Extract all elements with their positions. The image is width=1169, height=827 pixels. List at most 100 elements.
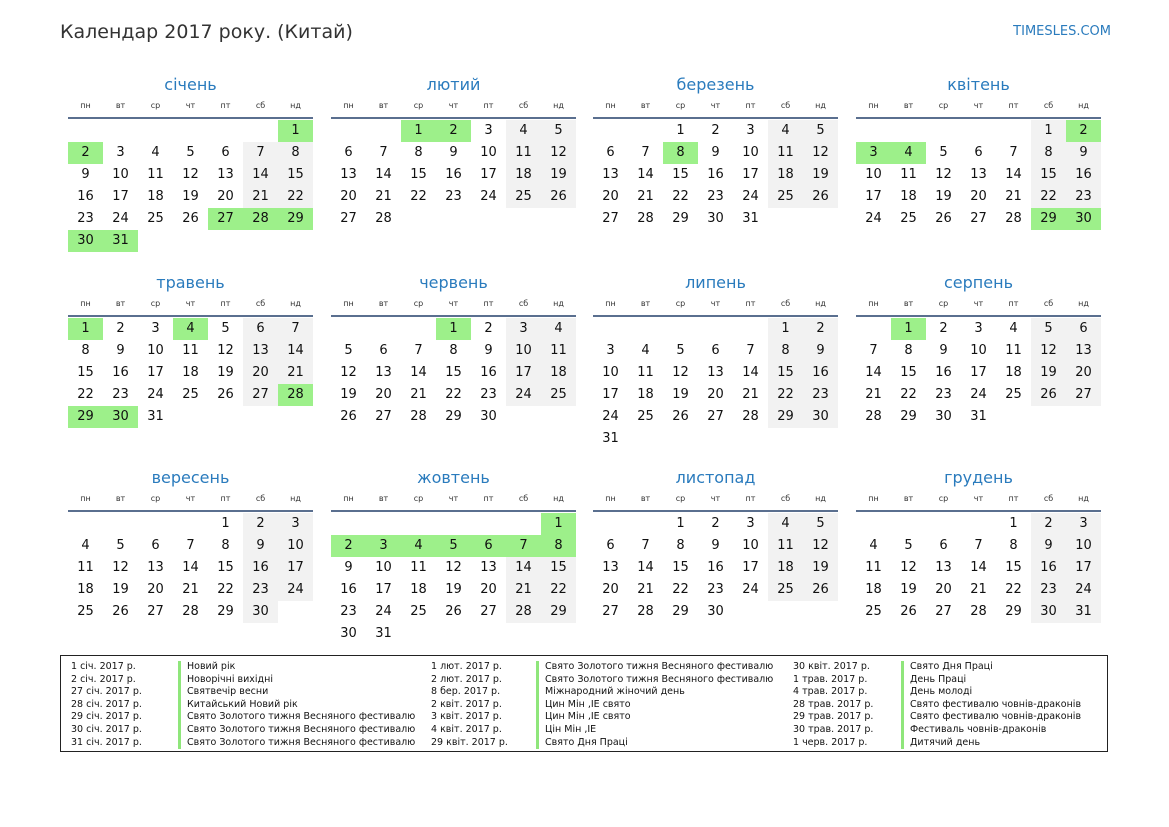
weekend-day: 19	[803, 557, 838, 579]
weekday-label: ср	[150, 101, 161, 110]
day-cell: 24	[865, 211, 882, 226]
day-cell: 28	[375, 211, 392, 226]
empty-cell	[208, 120, 243, 142]
legend-holiday-name: Свято Дня Праці	[536, 736, 628, 750]
weekday-label: сб	[780, 299, 791, 308]
month-12: грудень пн вт ср чт пт сб нд 1 2 3 4 5 6 7 8 9 10 11 12 13 14…	[856, 467, 1101, 623]
month-name: січень	[164, 75, 217, 94]
holiday-day: 7	[506, 535, 541, 557]
empty-cell	[243, 120, 278, 142]
weekend-day: 17	[1066, 557, 1101, 579]
legend-holiday-name: Свято фестивалю човнів-драконів	[901, 698, 1081, 712]
day-cell: 9	[711, 538, 720, 553]
day-cell: 5	[116, 538, 125, 553]
weekday-label: ср	[675, 299, 686, 308]
days-grid: 1 2 3 4 5 6 7 8 9 10 11 12 13 14 15 16 17 18 19 20 21 22 23 24 2…	[331, 120, 576, 230]
day-cell: 14	[637, 560, 654, 575]
empty-cell	[401, 513, 436, 535]
day-cell: 17	[147, 365, 164, 380]
holiday-day: 4	[173, 318, 208, 340]
weekday-header: пн вт ср чт пт сб нд	[593, 99, 838, 113]
day-cell: 14	[970, 560, 987, 575]
month-name: жовтень	[417, 468, 490, 487]
weekend-day: 9	[1066, 142, 1101, 164]
weekday-header: пн вт ср чт пт сб нд	[68, 492, 313, 506]
weekday-header: пн вт ср чт пт сб нд	[593, 492, 838, 506]
brand-link[interactable]: TIMESLES.COM	[1013, 24, 1111, 39]
day-cell: 6	[939, 538, 948, 553]
holiday-day: 31	[103, 230, 138, 252]
day-cell: 19	[672, 387, 689, 402]
weekend-day: 21	[278, 362, 313, 384]
day-cell: 2	[711, 516, 720, 531]
day-cell: 3	[974, 321, 983, 336]
day-cell: 25	[147, 211, 164, 226]
day-cell: 1	[676, 123, 685, 138]
day-cell: 14	[375, 167, 392, 182]
day-cell: 16	[445, 167, 462, 182]
day-cell: 12	[340, 365, 357, 380]
day-cell: 12	[672, 365, 689, 380]
legend-holiday-name: День Праці	[901, 673, 966, 687]
weekday-label: вт	[903, 494, 914, 503]
weekend-day: 27	[243, 384, 278, 406]
weekday-label: пн	[343, 101, 354, 110]
empty-cell	[506, 513, 541, 535]
weekday-label: пт	[483, 299, 494, 308]
day-cell: 4	[641, 343, 650, 358]
weekend-day: 3	[278, 513, 313, 535]
legend-holiday-name: Фестиваль човнів-драконів	[901, 724, 1046, 737]
weekend-day: 18	[541, 362, 576, 384]
holiday-day: 2	[331, 535, 366, 557]
day-cell: 18	[1005, 365, 1022, 380]
day-cell: 10	[602, 365, 619, 380]
legend-date: 1 січ. 2017 р.	[71, 661, 136, 672]
day-cell: 11	[1005, 343, 1022, 358]
day-cell: 26	[672, 409, 689, 424]
weekday-label: нд	[815, 494, 826, 503]
weekend-day: 15	[1031, 164, 1066, 186]
legend-holiday-name: Китайський Новий рік	[178, 698, 298, 712]
weekday-label: чт	[448, 494, 459, 503]
holiday-day: 2	[1066, 120, 1101, 142]
weekday-label: ср	[413, 299, 424, 308]
weekend-day: 4	[506, 120, 541, 142]
holiday-day: 3	[856, 142, 891, 164]
day-cell: 10	[375, 560, 392, 575]
day-cell: 12	[900, 560, 917, 575]
day-cell: 31	[970, 409, 987, 424]
weekend-day: 23	[243, 579, 278, 601]
day-cell: 20	[707, 387, 724, 402]
day-cell: 8	[221, 538, 230, 553]
weekend-day: 4	[768, 120, 803, 142]
day-cell: 27	[602, 604, 619, 619]
holiday-day: 6	[471, 535, 506, 557]
weekend-day: 17	[506, 362, 541, 384]
day-cell: 11	[900, 167, 917, 182]
day-cell: 16	[480, 365, 497, 380]
day-cell: 15	[1005, 560, 1022, 575]
header-rule	[68, 315, 313, 317]
weekend-day: 11	[506, 142, 541, 164]
holiday-day: 30	[103, 406, 138, 428]
weekday-label: сб	[255, 299, 266, 308]
month-5: травень пн вт ср чт пт сб нд 1 2 3 4 5 6 7 8 9 10 11 12 13 14…	[68, 272, 313, 428]
weekend-day: 30	[803, 406, 838, 428]
empty-cell	[366, 318, 401, 340]
day-cell: 5	[904, 538, 913, 553]
empty-cell	[593, 513, 628, 535]
legend-date: 2 квіт. 2017 р.	[431, 698, 502, 710]
day-cell: 23	[935, 387, 952, 402]
weekend-day: 20	[243, 362, 278, 384]
legend-date: 30 квіт. 2017 р.	[793, 661, 870, 672]
day-cell: 17	[742, 167, 759, 182]
day-cell: 7	[869, 343, 878, 358]
empty-cell	[436, 513, 471, 535]
day-cell: 20	[970, 189, 987, 204]
weekday-label: нд	[290, 494, 301, 503]
weekday-label: вт	[378, 299, 389, 308]
month-9: вересень пн вт ср чт пт сб нд 1 2 3 4 5 6 7 8 9 10 11 12 13 1…	[68, 467, 313, 623]
day-cell: 10	[112, 167, 129, 182]
day-cell: 19	[935, 189, 952, 204]
day-cell: 6	[379, 343, 388, 358]
